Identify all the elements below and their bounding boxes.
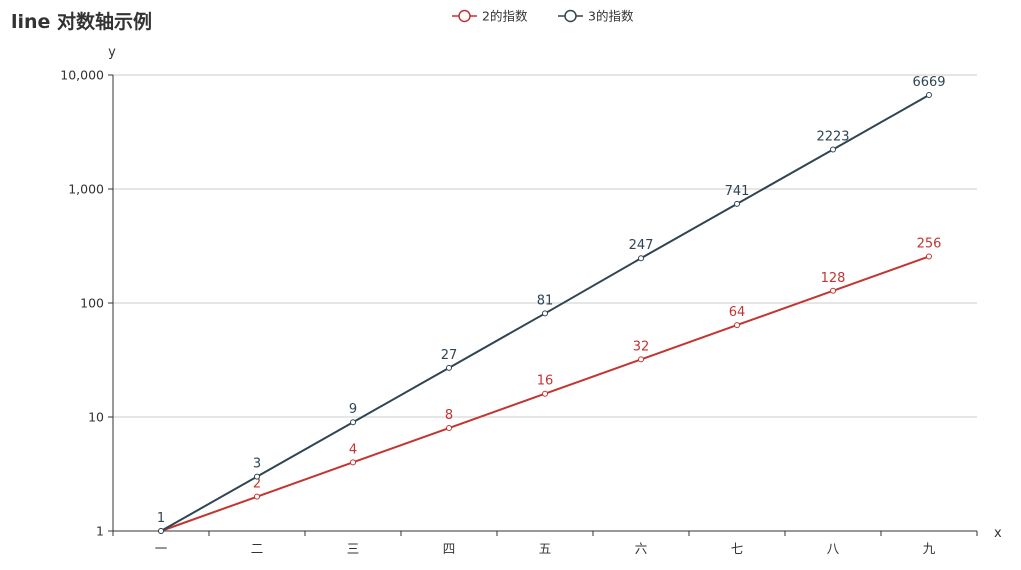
data-label: 3 [253,457,261,472]
x-axis: 一二三四五六七八九 [112,530,978,556]
data-point[interactable] [446,364,452,371]
data-point[interactable] [350,459,356,466]
data-point[interactable] [830,287,836,294]
x-axis-name: x [994,526,1002,541]
y-tick-label: 10 [88,410,104,425]
y-tick-label: 10,000 [60,68,104,83]
data-label: 2 [253,477,261,492]
y-tick-label: 1 [96,524,104,539]
data-point[interactable] [158,528,164,534]
legend-item-1[interactable]: 2的指数 [452,9,528,24]
data-label: 741 [725,184,750,199]
legend-label: 2的指数 [482,9,528,24]
legend: 2的指数 3的指数 [452,9,634,24]
x-tick-label: 四 [443,541,456,556]
data-point[interactable] [542,310,548,317]
data-label: 4 [349,442,357,457]
x-tick-label: 三 [347,541,360,556]
chart-title: line 对数轴示例 [11,10,152,33]
series-layer: 2 4 8 16 32 64 128 256 1 3 9 27 81 247 741 2223 6669 [157,75,946,534]
y-tick-label: 100 [80,296,104,311]
x-tick-label: 七 [731,541,744,556]
x-tick-label: 六 [635,541,648,556]
legend-circle-icon [458,9,471,23]
y-axis: 1 10 100 1,000 10,000 [60,68,114,539]
x-tick-label: 二 [251,541,264,556]
data-label: 81 [537,293,554,308]
data-point[interactable] [446,425,452,432]
legend-label: 3的指数 [588,9,634,24]
data-point[interactable] [734,322,740,329]
data-point[interactable] [350,419,356,426]
data-label: 6669 [912,75,945,90]
data-point[interactable] [830,146,836,153]
data-label: 64 [729,305,746,320]
data-label: 27 [441,348,458,363]
y-gridlines [113,74,977,418]
data-label: 16 [537,374,554,389]
data-label: 2223 [816,129,849,144]
data-label: 256 [917,236,942,251]
data-point[interactable] [254,473,260,480]
x-tick-label: 一 [155,541,168,556]
y-tick-label: 1,000 [68,182,104,197]
x-tick-label: 五 [539,541,552,556]
data-point[interactable] [926,92,932,99]
data-point[interactable] [638,356,644,363]
legend-circle-icon [564,9,577,23]
data-point[interactable] [638,255,644,262]
x-tick-label: 八 [827,541,840,556]
data-point[interactable] [542,390,548,397]
data-label: 32 [633,339,650,354]
data-point[interactable] [734,200,740,207]
data-label: 8 [445,408,453,423]
series-2: 1 3 9 27 81 247 741 2223 6669 [157,75,946,534]
x-tick-label: 九 [923,541,936,556]
data-label: 128 [821,271,846,286]
data-point[interactable] [254,493,260,500]
data-label: 9 [349,402,357,417]
legend-item-2[interactable]: 3的指数 [558,9,634,24]
data-label: 1 [157,511,165,526]
data-label: 247 [629,238,654,253]
data-point[interactable] [926,253,932,260]
series-1: 2 4 8 16 32 64 128 256 [158,236,942,534]
y-axis-name: y [108,45,116,60]
